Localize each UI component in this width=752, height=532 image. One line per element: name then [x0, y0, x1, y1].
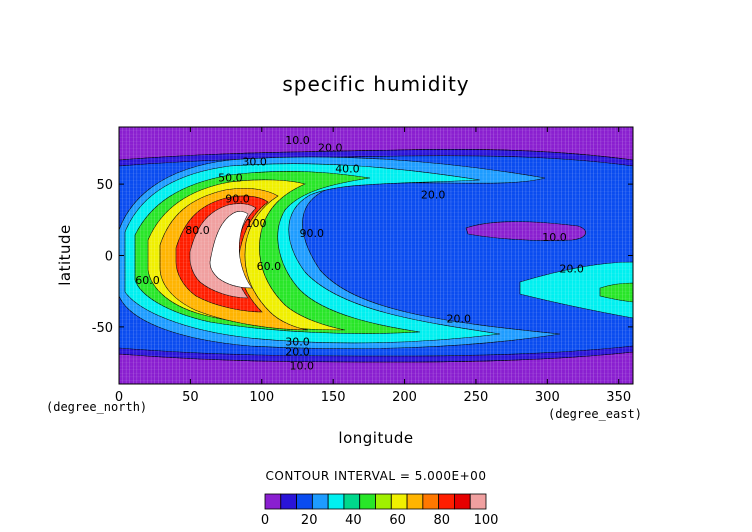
colorbar-swatch — [375, 493, 392, 510]
x-tick-label: 50 — [182, 390, 199, 405]
contour-label: 30.0 — [285, 335, 310, 348]
grid-lines — [119, 127, 633, 384]
contour-label: 10.0 — [285, 134, 310, 147]
contour-fill-southeast-cyan-lobe — [519, 261, 633, 319]
contour-fill-tropical-moist-peak — [209, 211, 253, 289]
colorbar-tick-label: 0 — [261, 513, 269, 528]
colorbar-swatch — [390, 493, 408, 510]
x-tick-label: 0 — [115, 390, 123, 405]
contour-label: 90.0 — [225, 193, 250, 206]
contour-interval-note: CONTOUR INTERVAL = 5.000E+00 — [266, 469, 487, 483]
y-tick-label: 0 — [105, 250, 113, 265]
x-tick-label: 100 — [249, 390, 274, 405]
colorbar-swatch — [406, 493, 424, 510]
contour-label: 60.0 — [135, 274, 160, 287]
contour-fill-dry-tongue-east — [465, 221, 586, 241]
contour-label: 10.0 — [542, 231, 567, 244]
contour-label: 10.0 — [290, 360, 315, 373]
x-tick-label: 250 — [464, 390, 489, 405]
contour-label: 20.0 — [318, 141, 343, 154]
colorbar-swatch — [343, 493, 361, 510]
contour-label: 20.0 — [421, 188, 446, 201]
colorbar-swatch — [469, 493, 487, 510]
colorbar-tick-label: 60 — [389, 513, 406, 528]
contour-label: 20.0 — [285, 345, 310, 358]
x-tick-label: 350 — [606, 390, 631, 405]
x-tick-label: 150 — [321, 390, 346, 405]
colorbar-swatch — [311, 493, 329, 510]
colorbar-swatch — [280, 493, 297, 510]
contour-label: 30.0 — [242, 156, 267, 169]
contour-fill-subpolar-south-band — [119, 345, 633, 363]
colorbar — [264, 493, 487, 510]
contour-label: 80.0 — [185, 224, 210, 237]
contour-fill-southeast-green-core — [599, 282, 633, 303]
x-tick-label: 200 — [392, 390, 417, 405]
colorbar-swatch — [359, 493, 376, 510]
x-axis-label: longitude — [338, 429, 413, 447]
y-tick-label: -50 — [92, 321, 113, 336]
x-tick-label: 300 — [535, 390, 560, 405]
colorbar-tick-label: 80 — [434, 513, 451, 528]
colorbar-tick-label: 40 — [345, 513, 362, 528]
colorbar-swatch — [327, 493, 345, 510]
contour-label: 100 — [246, 217, 267, 230]
colorbar-swatch — [454, 493, 471, 510]
contour-label: 20.0 — [559, 263, 584, 276]
contour-label: 90.0 — [300, 227, 325, 240]
y-axis-label: latitude — [56, 224, 74, 286]
chart-title: specific humidity — [282, 72, 469, 96]
y-tick-label: 50 — [96, 178, 113, 193]
y-unit-label: (degree_north) — [46, 400, 147, 414]
x-axis-ticks: 0 50 100 150 200 250 300 350 — [115, 127, 631, 405]
colorbar-ticks: 0 20 40 60 80 100 — [261, 513, 499, 528]
colorbar-swatch — [422, 493, 440, 510]
y-axis-ticks: -50 0 50 — [92, 178, 633, 336]
contour-label: 60.0 — [257, 260, 282, 273]
x-unit-label: (degree_east) — [548, 407, 642, 421]
colorbar-swatch — [438, 493, 455, 510]
contour-label: 40.0 — [335, 163, 360, 176]
colorbar-tick-label: 20 — [301, 513, 318, 528]
contour-label: 20.0 — [447, 313, 472, 326]
colorbar-tick-label: 100 — [474, 513, 499, 528]
contour-fills — [119, 127, 633, 384]
colorbar-swatch — [264, 493, 282, 510]
contour-label: 50.0 — [218, 171, 243, 184]
colorbar-swatch — [296, 493, 313, 510]
